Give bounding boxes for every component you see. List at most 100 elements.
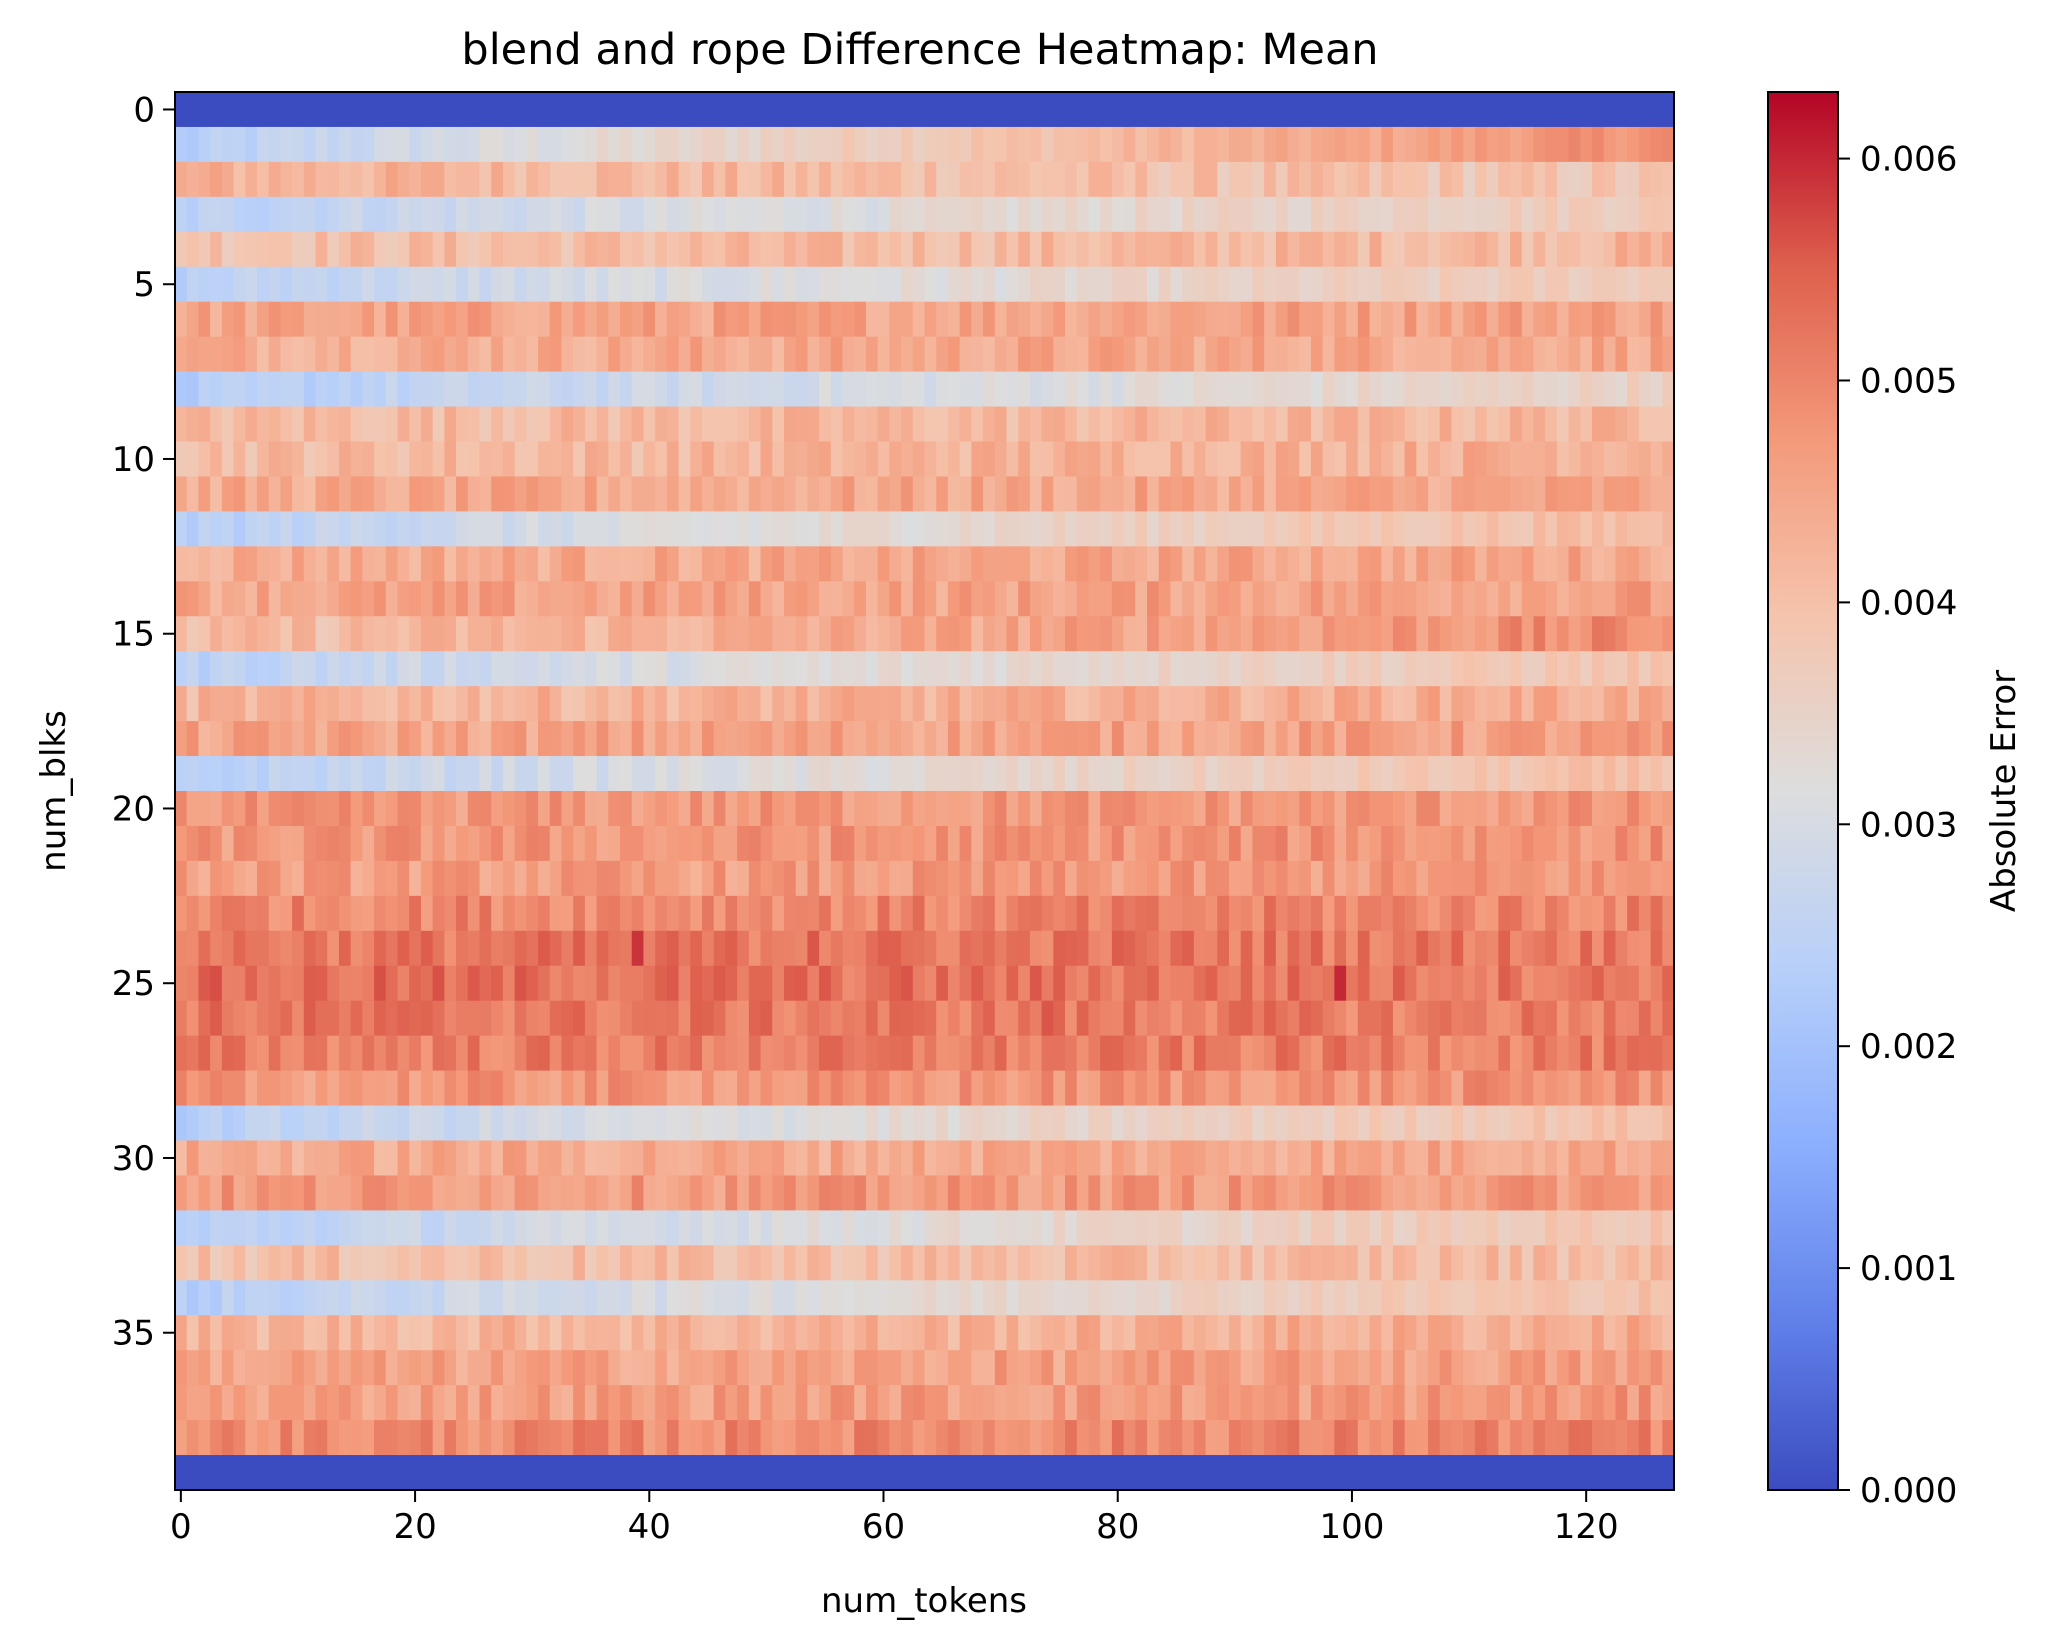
heatmap-cell	[514, 336, 527, 373]
heatmap-cell	[1158, 546, 1172, 582]
heatmap-cell	[1545, 1350, 1558, 1386]
heatmap-cell	[912, 406, 926, 443]
heatmap-cell	[561, 756, 574, 792]
heatmap-cell	[1158, 1315, 1172, 1351]
heatmap-cell	[1299, 336, 1312, 373]
heatmap-cell	[1568, 1245, 1581, 1281]
heatmap-cell	[830, 1070, 844, 1107]
heatmap-cell	[760, 476, 773, 512]
heatmap-cell	[1041, 1070, 1054, 1107]
heatmap-cell	[1603, 756, 1617, 792]
heatmap-cell	[1252, 1210, 1265, 1246]
heatmap-cell	[245, 1070, 258, 1107]
heatmap-cell	[936, 266, 949, 303]
heatmap-cell	[1182, 965, 1195, 1002]
heatmap-cell	[1592, 1280, 1605, 1316]
heatmap-cell	[830, 1385, 844, 1421]
heatmap-cell	[1521, 301, 1535, 338]
heatmap-cell	[748, 371, 762, 408]
heatmap-cell	[280, 441, 293, 478]
heatmap-cell	[783, 965, 797, 1002]
heatmap-cell	[795, 1070, 808, 1107]
heatmap-cell	[338, 546, 352, 582]
heatmap-cell	[1193, 1105, 1207, 1142]
heatmap-cell	[983, 895, 996, 932]
heatmap-cell	[467, 686, 481, 722]
heatmap-cell	[1135, 1000, 1148, 1037]
heatmap-cell	[772, 266, 785, 303]
heatmap-cell	[1018, 895, 1031, 932]
heatmap-cell	[865, 1140, 879, 1177]
heatmap-cell	[795, 686, 808, 722]
heatmap-cell	[245, 476, 258, 512]
heatmap-cell	[303, 1420, 317, 1456]
heatmap-cell	[596, 1315, 609, 1351]
heatmap-cell	[772, 511, 785, 547]
heatmap-cell	[631, 860, 645, 897]
heatmap-cell	[561, 231, 574, 268]
heatmap-cell	[1533, 616, 1546, 652]
heatmap-cell	[830, 1175, 844, 1211]
heatmap-cell	[1615, 161, 1628, 198]
heatmap-cell	[1228, 1000, 1242, 1037]
heatmap-cell	[374, 581, 387, 617]
heatmap-cell	[971, 651, 984, 687]
heatmap-cell	[1486, 301, 1499, 338]
heatmap-cell	[1627, 196, 1640, 233]
heatmap-cell	[233, 126, 246, 163]
heatmap-cell	[432, 231, 445, 268]
heatmap-cell	[514, 1140, 527, 1177]
heatmap-cell	[620, 1315, 633, 1351]
heatmap-cell	[245, 546, 258, 582]
heatmap-cell	[1592, 651, 1605, 687]
heatmap-cell	[409, 301, 422, 338]
heatmap-cell	[701, 231, 715, 268]
heatmap-cell	[280, 930, 293, 967]
heatmap-cell	[643, 1315, 656, 1351]
heatmap-cell	[210, 1210, 223, 1246]
heatmap-cell	[620, 895, 633, 932]
heatmap-cell	[1346, 1315, 1359, 1351]
heatmap-cell	[1568, 1175, 1581, 1211]
heatmap-cell	[350, 965, 363, 1002]
heatmap-cell	[1322, 756, 1335, 792]
heatmap-cell	[971, 441, 984, 478]
heatmap-cell	[1299, 1280, 1312, 1316]
heatmap-cell	[1346, 1245, 1359, 1281]
heatmap-cell	[385, 1070, 399, 1107]
heatmap-cell	[1404, 511, 1417, 547]
heatmap-cell	[725, 196, 738, 233]
heatmap-cell	[772, 1210, 785, 1246]
heatmap-cell	[1392, 1420, 1406, 1456]
heatmap-cell	[561, 126, 574, 163]
heatmap-cell	[1029, 1035, 1043, 1072]
heatmap-cell	[1170, 161, 1183, 198]
heatmap-cell	[1615, 721, 1628, 757]
heatmap-cell	[1041, 126, 1054, 163]
heatmap-cell	[1451, 721, 1464, 757]
heatmap-cell	[1615, 1280, 1628, 1316]
heatmap-cell	[502, 1280, 516, 1316]
heatmap-cell	[502, 406, 516, 443]
heatmap-cell	[795, 371, 808, 408]
heatmap-cell	[889, 406, 902, 443]
heatmap-cell	[678, 860, 691, 897]
heatmap-cell	[362, 511, 375, 547]
heatmap-cell	[233, 301, 246, 338]
heatmap-cell	[1592, 1385, 1605, 1421]
heatmap-cell	[608, 1210, 621, 1246]
heatmap-cell	[491, 546, 504, 582]
heatmap-cell	[514, 1315, 527, 1351]
heatmap-cell	[1041, 92, 1054, 128]
heatmap-cell	[1533, 441, 1546, 478]
heatmap-cell	[338, 231, 352, 268]
heatmap-cell	[1100, 930, 1113, 967]
heatmap-cell	[1650, 196, 1663, 233]
heatmap-cell	[315, 92, 328, 128]
heatmap-cell	[947, 476, 961, 512]
heatmap-cell	[1486, 336, 1499, 373]
heatmap-cell	[362, 756, 375, 792]
heatmap-cell	[1603, 1000, 1617, 1037]
heatmap-cell	[1474, 546, 1488, 582]
heatmap-cell	[198, 511, 211, 547]
